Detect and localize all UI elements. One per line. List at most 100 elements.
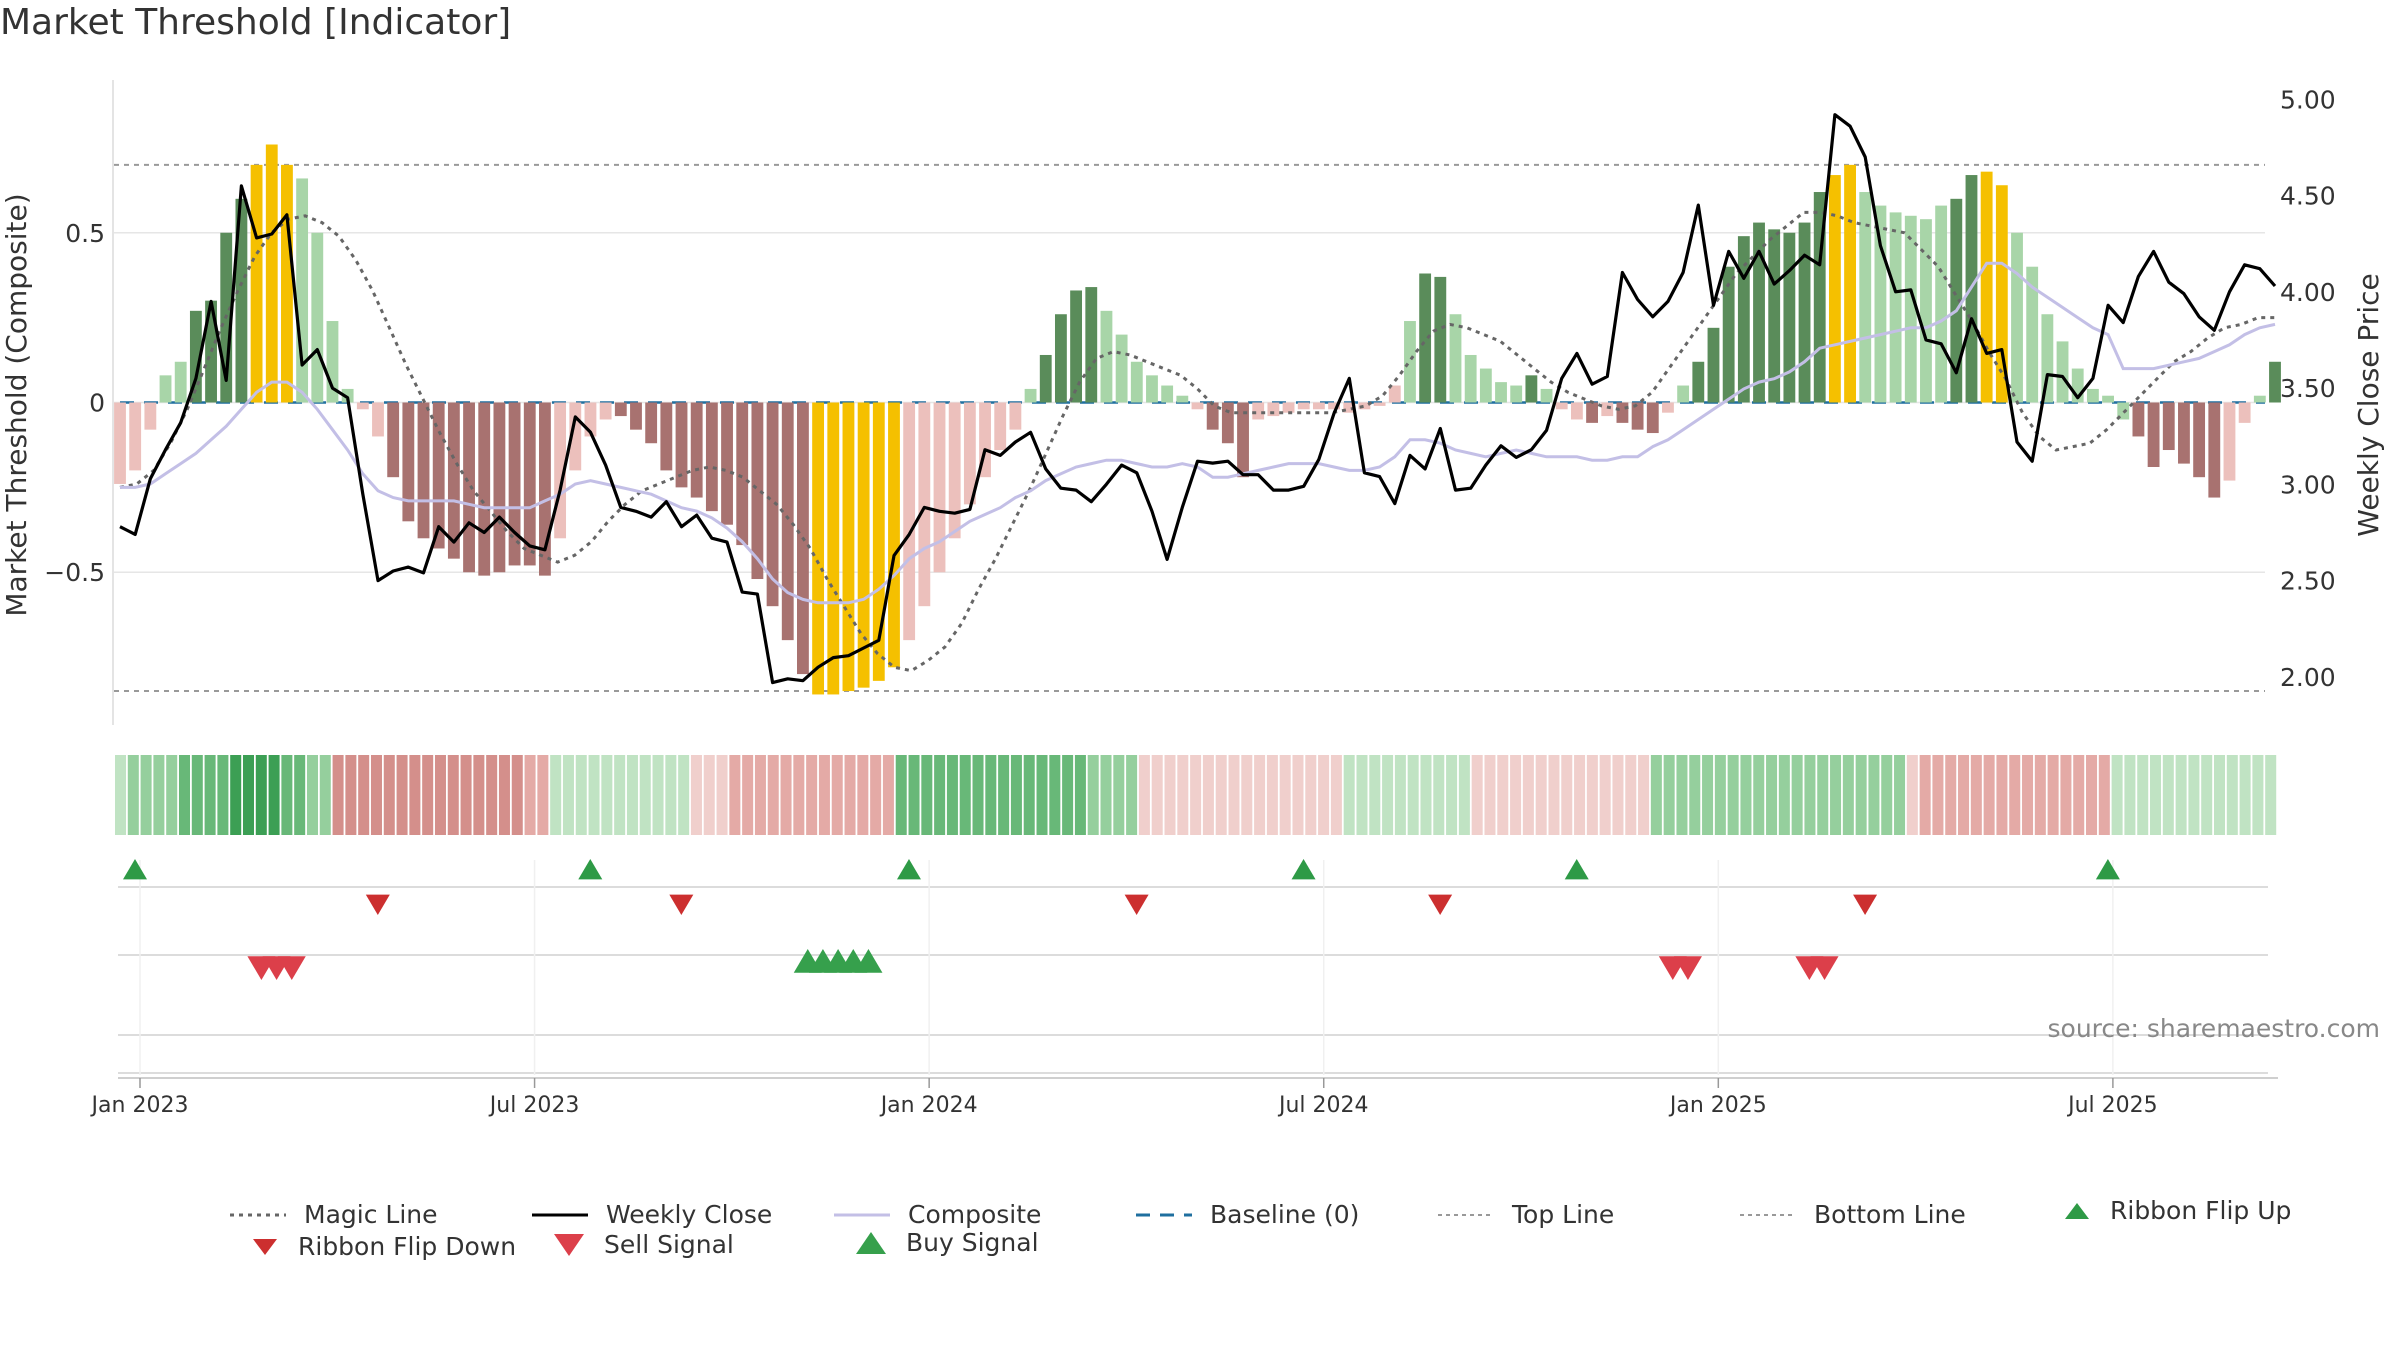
composite-bar	[888, 402, 900, 668]
ribbon-cell	[2137, 755, 2149, 835]
ribbon-cell	[882, 755, 894, 835]
composite-bar	[660, 402, 673, 471]
right-tick-label: 2.00	[2280, 663, 2336, 692]
ribbon-cell	[550, 755, 562, 835]
ribbon-cell	[511, 755, 523, 835]
composite-bar	[2026, 266, 2039, 403]
legend-label: Magic Line	[304, 1200, 438, 1229]
ribbon-cell	[1945, 755, 1957, 835]
composite-bar	[1358, 402, 1371, 410]
ribbon-cell	[1638, 755, 1650, 835]
ribbon-cell	[1753, 755, 1765, 835]
ribbon-cell	[1407, 755, 1419, 835]
ribbon-cell	[793, 755, 805, 835]
ribbon-cell	[946, 755, 958, 835]
ribbon-cell	[1151, 755, 1163, 835]
composite-bar	[918, 402, 931, 607]
ribbon-cell	[1292, 755, 1304, 835]
composite-bar	[2238, 402, 2251, 423]
composite-bar	[2132, 402, 2145, 437]
ribbon-flip-up-marker	[1291, 859, 1316, 880]
ribbon-cell	[1228, 755, 1240, 835]
ribbon-cell	[665, 755, 677, 835]
ribbon-cell	[1215, 755, 1227, 835]
ribbon-cell	[2150, 755, 2162, 835]
ribbon-cell	[678, 755, 690, 835]
ribbon-cell	[242, 755, 254, 835]
composite-bar	[1388, 385, 1401, 403]
ribbon-cell	[1650, 755, 1662, 835]
legend-item-weekly-close: Weekly Close	[532, 1200, 772, 1229]
ribbon-cell	[191, 755, 203, 835]
composite-bar	[1783, 232, 1796, 403]
composite-bar	[2041, 314, 2054, 403]
composite-bar	[1798, 222, 1811, 403]
ribbon-cell	[1599, 755, 1611, 835]
composite-bar	[948, 402, 961, 539]
ribbon-cell	[895, 755, 907, 835]
ribbon-cell	[1612, 755, 1624, 835]
composite-bar	[2086, 388, 2099, 403]
right-tick-label: 4.00	[2280, 278, 2336, 307]
ribbon-cell	[742, 755, 754, 835]
ribbon-flip-down-marker	[1124, 894, 1149, 915]
ribbon-cell	[1062, 755, 1074, 835]
ribbon-cell	[1420, 755, 1432, 835]
ribbon-cell	[1049, 755, 1061, 835]
composite-bar	[569, 402, 582, 471]
composite-bar	[281, 164, 293, 403]
legend-label: Weekly Close	[606, 1200, 773, 1229]
composite-bar	[690, 402, 703, 498]
ribbon-cell	[1484, 755, 1496, 835]
ribbon-flip-up-marker	[896, 859, 921, 880]
ribbon-cell	[2009, 755, 2021, 835]
ribbon-cell	[1023, 755, 1035, 835]
ribbon-cell	[1113, 755, 1125, 835]
composite-bar	[1692, 361, 1705, 403]
ribbon-cell	[2022, 755, 2034, 835]
composite-bar	[1586, 402, 1598, 423]
composite-bar	[1161, 385, 1174, 403]
ribbon-cell	[1522, 755, 1534, 835]
ribbon-cell	[2265, 755, 2277, 835]
ribbon-cell	[1369, 755, 1381, 835]
ribbon-cell	[626, 755, 638, 835]
composite-bar	[1297, 402, 1310, 410]
ribbon-cell	[1177, 755, 1189, 835]
ribbon-flip-down-marker	[1428, 894, 1453, 915]
ribbon-cell	[447, 755, 459, 835]
composite-bar	[447, 402, 460, 559]
ribbon-cell	[294, 755, 306, 835]
ribbon-cell	[1970, 755, 1982, 835]
composite-bar	[1176, 395, 1189, 403]
right-tick-label: 4.50	[2280, 182, 2336, 211]
composite-bar	[1722, 266, 1735, 403]
ribbon-cell	[1855, 755, 1867, 835]
composite-bar	[827, 402, 840, 695]
ribbon-cell	[1266, 755, 1278, 835]
ribbon-cell	[2162, 755, 2174, 835]
composite-bar	[1753, 222, 1765, 403]
ribbon-cell	[2098, 755, 2110, 835]
composite-bar	[2147, 402, 2160, 467]
ribbon-cell	[1126, 755, 1138, 835]
composite-bar	[1434, 276, 1447, 403]
x-tick-label: Jul 2023	[488, 1093, 580, 1118]
ribbon-cell	[1471, 755, 1483, 835]
composite-bar	[1631, 402, 1644, 430]
composite-bar	[1464, 354, 1477, 403]
composite-bar	[174, 361, 187, 403]
buy-signal-marker	[854, 949, 883, 973]
ribbon-cell	[1894, 755, 1906, 835]
ribbon-cell	[268, 755, 280, 835]
composite-bar	[1221, 402, 1234, 444]
ribbon-cell	[345, 755, 357, 835]
triangle-up-icon	[2065, 1202, 2089, 1219]
ribbon-cell	[2175, 755, 2187, 835]
ribbon-cell	[1842, 755, 1854, 835]
ribbon-cell	[2073, 755, 2085, 835]
ribbon-cell	[1497, 755, 1509, 835]
composite-bar	[1130, 361, 1143, 403]
ribbon-cell	[1510, 755, 1522, 835]
composite-bar	[1616, 402, 1629, 423]
